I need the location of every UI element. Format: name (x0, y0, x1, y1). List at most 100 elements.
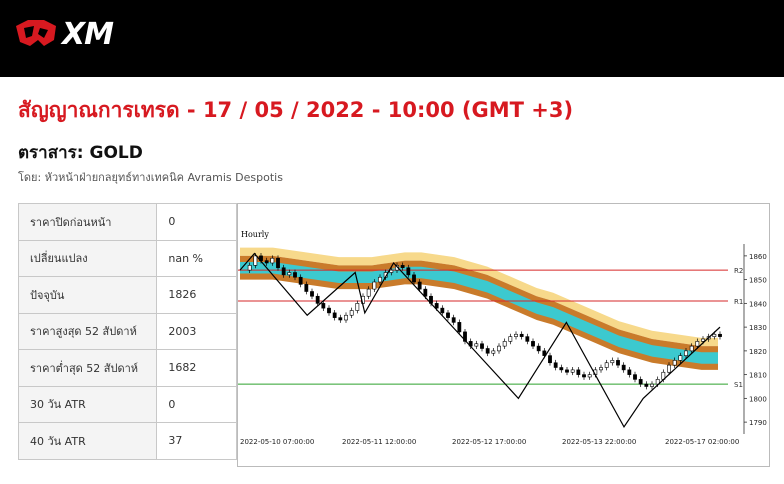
candle-body (298, 276, 303, 285)
stat-value: 0 (156, 203, 237, 241)
stat-value: 1682 (156, 349, 237, 387)
table-row: ปัจจุบัน 1826 (17, 276, 237, 314)
candle-body (502, 341, 507, 347)
author-line: โดย: หัวหน้าฝ่ายกลยุทธ์ทางเทคนิค Avramis… (18, 171, 283, 184)
level-label-r2: R2 (734, 267, 743, 275)
candle-body (678, 355, 683, 361)
candle-body (587, 374, 592, 378)
candle-body (485, 348, 490, 354)
page-title: สัญญาณการเทรด - 17 / 05 / 2022 - 10:00 (… (18, 98, 574, 122)
x-tick-label: 2022-05-13 22:00:00 (562, 438, 636, 446)
candle-body (559, 367, 564, 371)
candle-body (621, 364, 626, 371)
candle-body (525, 336, 530, 342)
candle-body (327, 307, 331, 314)
candle-body (276, 257, 280, 269)
stat-label: ราคาต่ำสุด 52 สัปดาห์ (17, 349, 158, 387)
candle-body (667, 364, 671, 373)
stat-value: 1826 (156, 276, 237, 314)
instrument-label: ตราสาร: GOLD (18, 143, 143, 163)
candle-body (372, 281, 377, 290)
candle-body (293, 272, 297, 278)
candle-body (684, 350, 688, 356)
candle-body (321, 303, 326, 309)
table-row: 40 วัน ATR 37 (17, 422, 237, 460)
stat-value: 0 (156, 385, 237, 423)
stat-label: ราคาสูงสุด 52 สัปดาห์ (17, 312, 158, 350)
table-row: ราคาต่ำสุด 52 สัปดาห์ 1682 (17, 349, 237, 387)
candle-body (366, 288, 371, 297)
candle-body (378, 276, 382, 283)
candle-body (389, 269, 394, 273)
y-tick-label: 1820 (749, 348, 767, 356)
brand-name: XM (62, 16, 114, 52)
candle-body (406, 267, 411, 276)
level-label-r1: R1 (734, 298, 743, 306)
candle-body (565, 369, 569, 373)
candle-body (655, 379, 660, 385)
candle-body (536, 345, 541, 352)
candle-body (695, 341, 700, 347)
candle-body (508, 336, 513, 342)
candle-body (519, 333, 524, 337)
candle-body (332, 312, 337, 318)
table-row: ราคาปิดก่อนหน้า 0 (17, 203, 237, 241)
chart-svg: R2 R1 S1 1790 1800 1810 1820 1830 1840 1850 1860 20… (238, 230, 767, 446)
candle-body (531, 341, 535, 347)
candle-body (338, 317, 343, 321)
candle-body (616, 360, 620, 366)
y-tick-label: 1810 (749, 372, 767, 380)
y-tick-label: 1830 (749, 324, 767, 332)
stat-value: nan % (156, 239, 237, 277)
candle-body (553, 362, 558, 368)
candle-body (270, 257, 275, 264)
candle-body (310, 291, 314, 297)
stat-value: 2003 (156, 312, 237, 350)
candle-body (633, 374, 637, 380)
stat-label: ปัจจุบัน (17, 276, 158, 314)
xm-logo[interactable]: XM (14, 14, 114, 54)
price-chart: R2 R1 S1 1790 1800 1810 1820 1830 1840 1850 1860 20… (237, 203, 770, 467)
candle-body (247, 265, 252, 271)
y-tick-label: 1840 (749, 300, 767, 308)
candle-body (650, 383, 654, 387)
stats-table: ราคาปิดก่อนหน้า 0 เปลี่ยนแปลง nan % ปัจจ… (17, 203, 237, 460)
candle-body (604, 362, 609, 368)
candle-body (599, 367, 603, 371)
candle-body (570, 369, 575, 373)
candle-body (457, 322, 462, 333)
stat-label: เปลี่ยนแปลง (17, 239, 158, 277)
candle-body (315, 295, 320, 304)
candle-body (712, 333, 717, 337)
candle-body (281, 267, 286, 276)
xm-bull-icon (16, 20, 56, 46)
candle-body (440, 307, 445, 314)
candle-body (287, 272, 292, 276)
candle-body (718, 333, 722, 337)
y-tick-label: 1860 (749, 253, 767, 261)
y-tick-label: 1850 (749, 277, 767, 285)
candle-body (417, 281, 422, 290)
candle-body (576, 369, 581, 375)
candle-body (264, 260, 269, 264)
outer-band (240, 247, 718, 347)
level-label-s1: S1 (734, 381, 743, 389)
y-tick-label: 1800 (749, 395, 767, 403)
header-bar: XM (0, 0, 784, 77)
candle-body (355, 303, 360, 311)
candle-body (400, 265, 405, 269)
candle-body (344, 314, 348, 321)
stat-label: 40 วัน ATR (17, 422, 158, 460)
stat-label: 30 วัน ATR (17, 385, 158, 423)
candle-body (610, 360, 615, 364)
zigzag-line (239, 252, 721, 429)
candle-body (423, 288, 428, 297)
x-tick-label: 2022-05-17 02:00:00 (665, 438, 739, 446)
candle-body (672, 360, 677, 366)
stat-label: ราคาปิดก่อนหน้า (17, 203, 158, 241)
stat-value: 37 (156, 422, 237, 460)
y-tick-label: 1790 (749, 419, 767, 427)
table-row: 30 วัน ATR 0 (17, 385, 237, 423)
candle-body (542, 350, 547, 356)
candle-body (514, 333, 518, 337)
